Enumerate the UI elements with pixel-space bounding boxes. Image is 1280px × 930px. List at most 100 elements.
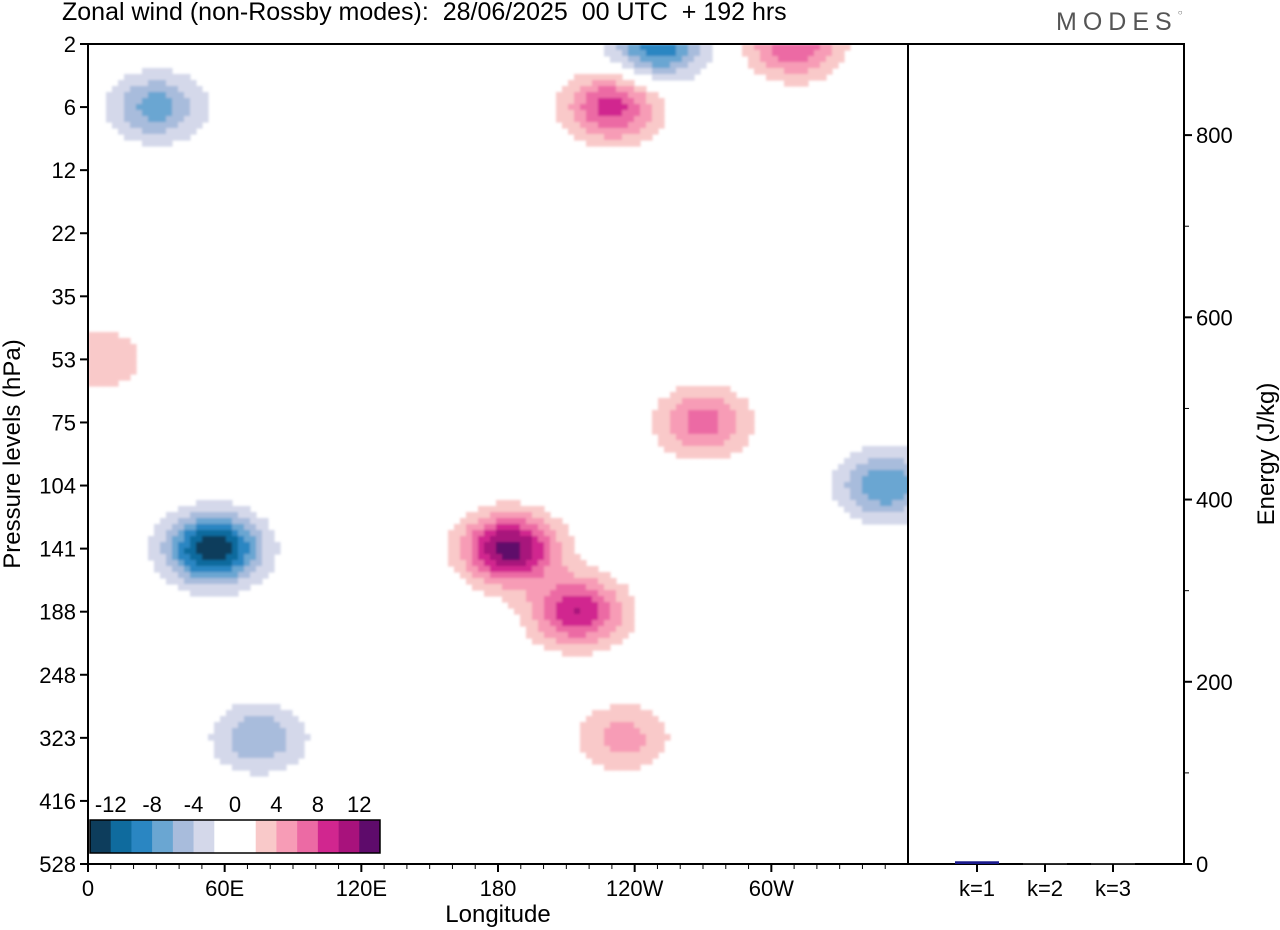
heat-cell: [574, 644, 581, 651]
heat-cell: [160, 74, 167, 81]
heat-cell: [502, 512, 509, 519]
heat-cell: [166, 74, 173, 81]
heat-cell: [256, 752, 263, 759]
heat-cell: [868, 488, 875, 495]
heat-cell: [616, 86, 623, 93]
heat-cell: [574, 86, 581, 93]
heat-cell: [694, 386, 701, 393]
heat-cell: [544, 614, 551, 621]
heat-cell: [172, 572, 179, 579]
heat-cell: [634, 62, 641, 69]
heat-cell: [628, 98, 635, 105]
heat-cell: [256, 542, 263, 549]
heat-cell: [184, 560, 191, 567]
heat-cell: [610, 74, 617, 81]
heat-cell: [664, 404, 671, 411]
heat-cell: [268, 548, 275, 555]
heat-cell: [640, 716, 647, 723]
heat-cell: [898, 482, 905, 489]
heat-cell: [712, 452, 719, 459]
heat-cell: [580, 134, 587, 141]
heat-cell: [808, 56, 815, 63]
heat-cell: [850, 500, 857, 507]
heat-cell: [538, 602, 545, 609]
heat-cell: [268, 758, 275, 765]
heat-cell: [136, 116, 143, 123]
heat-cell: [220, 578, 227, 585]
heat-cell: [628, 140, 635, 147]
heat-cell: [820, 68, 827, 75]
heat-cell: [658, 122, 665, 129]
heat-cell: [682, 446, 689, 453]
heat-cell: [286, 728, 293, 735]
heat-cell: [850, 458, 857, 465]
heat-cell: [466, 542, 473, 549]
heat-cell: [142, 116, 149, 123]
colorbar-swatch: [235, 820, 257, 853]
heat-cell: [112, 104, 119, 111]
heat-cell: [592, 758, 599, 765]
heat-cell: [874, 476, 881, 483]
heat-cell: [604, 116, 611, 123]
heat-cell: [490, 560, 497, 567]
heat-cell: [598, 116, 605, 123]
heat-cell: [646, 104, 653, 111]
heat-cell: [208, 536, 215, 543]
heat-cell: [172, 128, 179, 135]
heat-cell: [850, 470, 857, 477]
heat-cell: [820, 74, 827, 81]
heat-cell: [574, 572, 581, 579]
heat-cell: [790, 44, 797, 51]
heat-cell: [118, 338, 125, 345]
heat-cell: [664, 74, 671, 81]
heat-cell: [724, 428, 731, 435]
heat-cell: [556, 632, 563, 639]
heat-cell: [658, 422, 665, 429]
heat-cell: [622, 98, 629, 105]
heat-cell: [718, 446, 725, 453]
heat-cell: [454, 524, 461, 531]
heat-cell: [832, 50, 839, 57]
heat-cell: [586, 128, 593, 135]
heat-cell: [670, 404, 677, 411]
heat-cell: [616, 764, 623, 771]
heat-cell: [874, 518, 881, 525]
heat-cell: [844, 482, 851, 489]
heat-cell: [592, 140, 599, 147]
heat-cell: [166, 140, 173, 147]
heat-cell: [298, 752, 305, 759]
heat-cell: [610, 710, 617, 717]
heat-cell: [238, 554, 245, 561]
heat-cell: [490, 554, 497, 561]
heat-cell: [586, 734, 593, 741]
heat-cell: [748, 50, 755, 57]
heat-cell: [484, 584, 491, 591]
heat-cell: [898, 470, 905, 477]
heat-cell: [124, 356, 131, 363]
heat-cell: [526, 572, 533, 579]
heat-cell: [538, 536, 545, 543]
heat-cell: [88, 380, 95, 387]
heat-cell: [610, 128, 617, 135]
heat-cell: [544, 572, 551, 579]
heat-cell: [508, 560, 515, 567]
heat-cell: [142, 68, 149, 75]
heat-cell: [880, 512, 887, 519]
heat-cell: [100, 356, 107, 363]
heat-cell: [622, 602, 629, 609]
heat-cell: [826, 56, 833, 63]
heat-cell: [622, 758, 629, 765]
heat-cell: [862, 470, 869, 477]
heat-cell: [178, 74, 185, 81]
heat-cell: [670, 62, 677, 69]
heat-cell: [832, 62, 839, 69]
heat-cell: [172, 578, 179, 585]
heat-cell: [898, 446, 905, 453]
heat-cell: [574, 602, 581, 609]
heat-cell: [568, 584, 575, 591]
heat-cell: [622, 140, 629, 147]
heat-cell: [460, 572, 467, 579]
heat-cell: [148, 80, 155, 87]
heat-cell: [136, 86, 143, 93]
heat-cell: [652, 44, 659, 51]
